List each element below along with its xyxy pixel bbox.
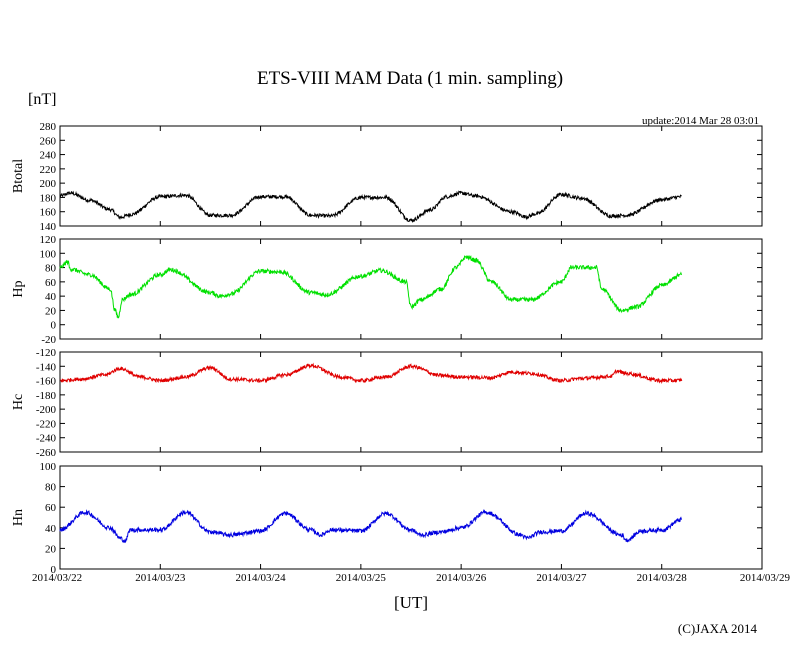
y-tick-label: 100 [40,248,57,260]
y-tick-label: 100 [40,461,57,473]
y-tick-label: 60 [45,502,57,514]
x-axis: 2014/03/22 2014/03/23 2014/03/24 2014/03/25… [32,572,790,584]
y-tick-label: 180 [40,192,57,204]
x-tick-label: 2014/03/24 [236,572,287,584]
update-timestamp: update:2014 Mar 28 03:01 [642,115,759,127]
x-tick-label: 2014/03/26 [436,572,487,584]
unit-label: [nT] [28,91,56,108]
panel-btotal: 140 160 180 200 220 240 260 280 Btotal [11,121,763,233]
x-tick-label: 2014/03/25 [336,572,387,584]
plot-frame [59,351,763,453]
y-axis-label: Hp [11,280,26,297]
x-tick-label: 2014/03/29 [740,572,791,584]
x-tick-label: 2014/03/27 [536,572,587,584]
y-axis-label: Hn [11,509,26,526]
panels: 140160180200220240260280Btotal-200204060… [11,121,763,576]
y-tick-label: -180 [36,390,57,402]
y-tick-label: 120 [40,234,57,246]
y-tick-label: 0 [51,564,57,576]
y-axis-label: Btotal [11,159,26,193]
y-tick-label: 40 [45,523,57,535]
y-tick-label: 60 [45,277,57,289]
y-tick-label: 140 [40,221,57,233]
y-axis-label: Hc [11,394,26,410]
y-tick-label: 20 [45,305,57,317]
y-tick-label: -160 [36,376,57,388]
y-tick-label: 220 [40,164,57,176]
y-tick-label: 240 [40,150,57,162]
y-tick-label: 80 [45,263,57,275]
panel-hn: 0 20 40 60 80 100 Hn [11,461,763,576]
y-tick-label: -140 [36,361,57,373]
x-tick-label: 2014/03/28 [637,572,688,584]
series-line-hc [59,362,683,385]
y-tick-label: -220 [36,418,57,430]
y-tick-label: 260 [40,135,57,147]
y-tick-label: -260 [36,447,57,459]
x-tick-label: 2014/03/22 [32,572,82,584]
series-line-hn [59,509,683,544]
plot-frame [59,465,763,570]
y-tick-label: 0 [51,320,57,332]
y-tick-label: 80 [45,482,57,494]
x-tick-label: 2014/03/23 [135,572,186,584]
panel-hc: -120 -140 -160 -180 -200 -220 -240 -260 Hc [11,347,763,459]
y-tick-label: -240 [36,433,57,445]
y-tick-label: -120 [36,347,57,359]
y-tick-label: -200 [36,404,57,416]
y-tick-label: 280 [40,121,57,133]
chart-title: ETS-VIII MAM Data (1 min. sampling) [257,68,563,89]
series-line-btotal [59,190,682,223]
y-tick-label: 200 [40,178,57,190]
y-tick-label: 160 [40,207,57,219]
series-line-hp [59,255,683,319]
plot-frame [59,125,763,227]
panel-hp: -20 0 20 40 60 80 100 120 Hp [11,234,763,346]
plot-frame [59,238,763,340]
x-axis-label: [UT] [394,593,428,612]
copyright-credit: (C)JAXA 2014 [678,621,758,636]
y-tick-label: 20 [45,543,57,555]
y-tick-label: -20 [41,334,56,346]
y-tick-label: 40 [45,291,57,303]
